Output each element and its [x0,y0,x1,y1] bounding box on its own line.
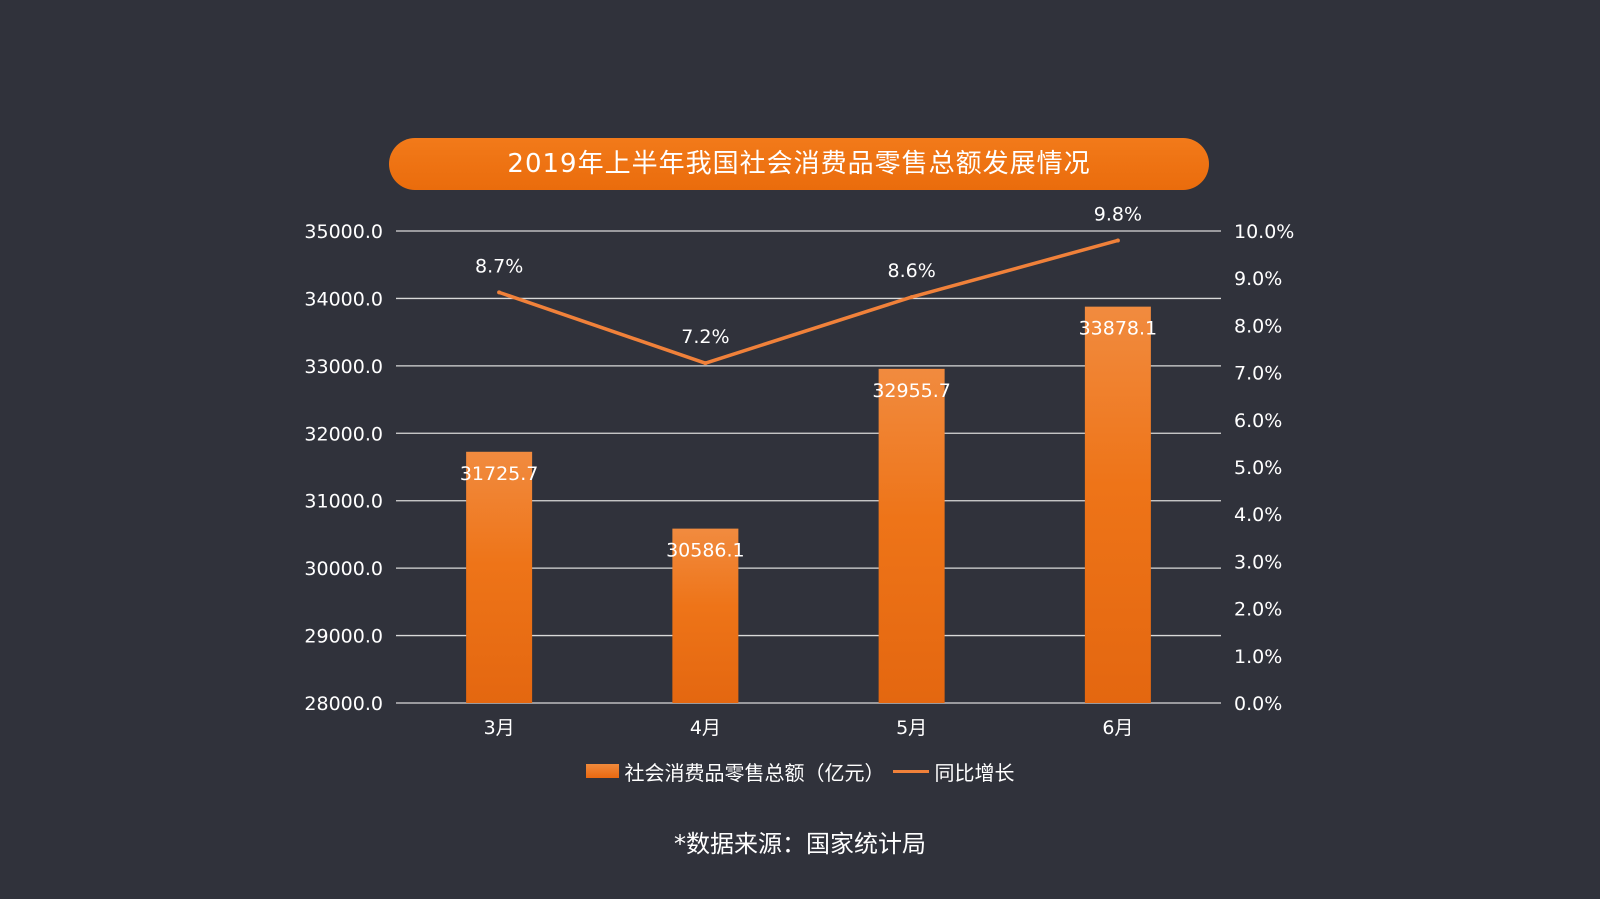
y2-tick-label: 7.0% [1234,363,1282,385]
bar-value-label: 31725.7 [460,463,539,485]
axis-labels: 28000.0 29000.0 30000.0 31000.0 32000.0 33000… [304,221,1294,739]
bar [878,368,945,703]
y2-tick-label: 1.0% [1234,646,1282,668]
grid-lines [396,230,1221,704]
legend-item-line: 同比增长 [892,757,1015,786]
y2-tick-label: 9.0% [1234,268,1282,290]
bar-value-label: 33878.1 [1079,318,1158,340]
y2-tick-label: 10.0% [1234,221,1294,243]
y2-tick-label: 4.0% [1234,504,1282,526]
x-tick-label: 6月 [1102,717,1133,739]
y-tick-label: 34000.0 [304,288,383,310]
growth-line [497,238,1120,365]
y2-tick-label: 5.0% [1234,457,1282,479]
legend-bar-swatch [585,764,619,778]
source-note: *数据来源：国家统计局 [674,830,926,858]
y2-tick-label: 2.0% [1234,599,1282,621]
x-tick-label: 3月 [484,717,515,739]
line-value-label: 9.8% [1094,203,1142,225]
bar [1084,306,1151,703]
legend-item-bar: 社会消费品零售总额（亿元） [585,757,885,786]
bar [466,451,533,703]
chart-title: 2019年上半年我国社会消费品零售总额发展情况 [389,138,1209,190]
y-tick-label: 31000.0 [304,491,383,513]
bar-series [466,306,1151,703]
legend-label-bar: 社会消费品零售总额（亿元） [624,760,885,785]
y-tick-label: 35000.0 [304,221,383,243]
y-tick-label: 32000.0 [304,423,383,445]
bar-value-label: 30586.1 [666,540,745,562]
y-tick-label: 29000.0 [304,626,383,648]
chart-legend: 社会消费品零售总额（亿元） 同比增长 [0,756,1600,786]
line-series [497,238,1120,366]
line-point [497,290,502,295]
line-value-label: 8.7% [475,255,523,277]
x-tick-label: 4月 [690,717,721,739]
legend-line-swatch [892,769,929,773]
y-tick-label: 33000.0 [304,356,383,378]
data-labels: 31725.7 30586.1 32955.7 33878.1 8.7% 7.2% 8.6%… [460,203,1157,561]
line-value-label: 7.2% [681,326,729,348]
line-point [1115,238,1120,243]
y-tick-label: 28000.0 [304,693,383,715]
bar [672,528,739,703]
y2-tick-label: 0.0% [1234,693,1282,715]
y-tick-label: 30000.0 [304,558,383,580]
legend-label-line: 同比增长 [934,760,1015,785]
y2-tick-label: 3.0% [1234,551,1282,573]
line-value-label: 8.6% [887,260,935,282]
line-point [703,361,708,366]
line-point [909,295,914,300]
bar-value-label: 32955.7 [872,380,951,402]
y2-tick-label: 6.0% [1234,410,1282,432]
x-tick-label: 5月 [896,717,927,739]
y2-tick-label: 8.0% [1234,315,1282,337]
